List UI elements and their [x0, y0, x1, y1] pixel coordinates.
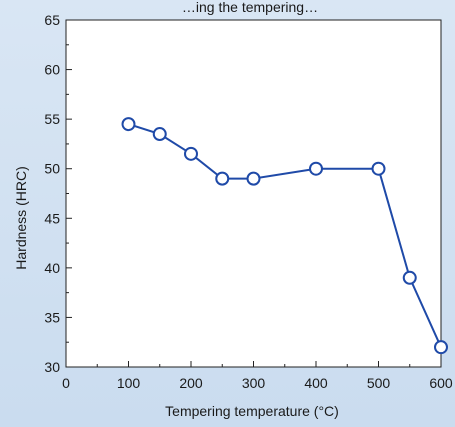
y-tick-label: 40: [44, 260, 60, 276]
data-point: [215, 171, 230, 186]
x-axis-ticks: [65, 361, 442, 367]
data-point: [152, 127, 167, 142]
data-point: [371, 161, 386, 176]
data-point: [309, 161, 323, 176]
y-tick-label: 50: [44, 161, 60, 177]
data-point: [402, 270, 417, 285]
y-tick-label: 35: [44, 309, 60, 325]
x-tick-label: 500: [367, 375, 391, 391]
x-axis-tick-labels: 0 100 200 300 400 500 600: [62, 375, 453, 391]
x-tick-label: 600: [429, 375, 453, 391]
y-axis-ticks: [66, 19, 72, 368]
y-tick-label: 55: [44, 111, 60, 127]
y-tick-label: 60: [44, 62, 60, 78]
y-axis-title: Hardness (HRC): [13, 166, 29, 269]
data-markers: [121, 117, 448, 355]
data-point: [184, 146, 198, 161]
x-tick-label: 400: [304, 375, 328, 391]
y-tick-label: 65: [44, 12, 60, 28]
x-tick-label: 0: [62, 375, 70, 391]
data-point: [434, 340, 448, 355]
y-tick-label: 30: [44, 359, 60, 375]
chart-title: …ing the tempering…: [182, 0, 318, 15]
x-axis-title: Tempering temperature (°C): [165, 403, 339, 419]
x-tick-label: 100: [117, 375, 141, 391]
plot-area: [65, 19, 442, 368]
y-tick-label: 45: [44, 210, 60, 226]
data-point: [246, 171, 261, 186]
data-point: [121, 117, 136, 132]
x-tick-label: 200: [179, 375, 203, 391]
y-axis-tick-labels: 30 35 40 45 50 55 60 65: [44, 12, 60, 375]
x-tick-label: 300: [242, 375, 266, 391]
